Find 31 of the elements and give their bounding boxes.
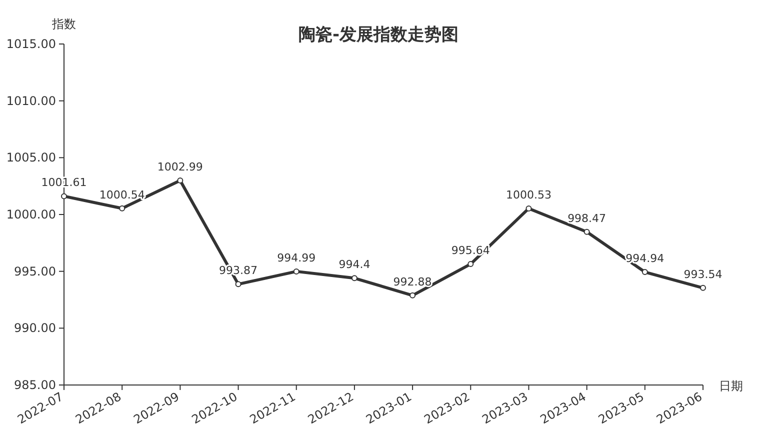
point xyxy=(293,268,300,274)
data-label: 994.99 xyxy=(277,251,316,264)
data-label: 1000.54 xyxy=(99,188,145,202)
point xyxy=(468,261,474,268)
y-axis-title: 指数 xyxy=(51,17,76,31)
data-label: 994.94 xyxy=(626,252,664,266)
data-label: 994.4 xyxy=(338,258,370,272)
point xyxy=(642,269,648,276)
point xyxy=(700,284,706,291)
y-tick-label: 995.00 xyxy=(14,264,56,278)
data-label: 998.47 xyxy=(568,212,606,225)
y-tick-label: 990.00 xyxy=(14,321,56,336)
point xyxy=(410,292,416,298)
y-tick-label: 1005.00 xyxy=(6,150,56,165)
data-label: 993.54 xyxy=(684,268,722,281)
y-tick-label: 1015.00 xyxy=(6,37,56,51)
y-tick-label: 1000.00 xyxy=(6,208,56,222)
point xyxy=(177,178,184,184)
point xyxy=(235,281,242,288)
point xyxy=(61,193,67,200)
y-tick-label: 985.00 xyxy=(14,378,56,392)
y-tick-label: 1010.00 xyxy=(6,94,56,108)
point xyxy=(351,275,358,282)
x-axis-title: 日期 xyxy=(719,379,743,393)
point xyxy=(119,205,126,212)
data-label: 992.88 xyxy=(393,275,432,288)
data-label: 1000.53 xyxy=(506,188,552,202)
chart-title: 陶瓷-发展指数走势图 xyxy=(298,25,459,45)
data-label: 1002.99 xyxy=(157,160,203,174)
point xyxy=(584,228,590,235)
point xyxy=(526,205,532,212)
